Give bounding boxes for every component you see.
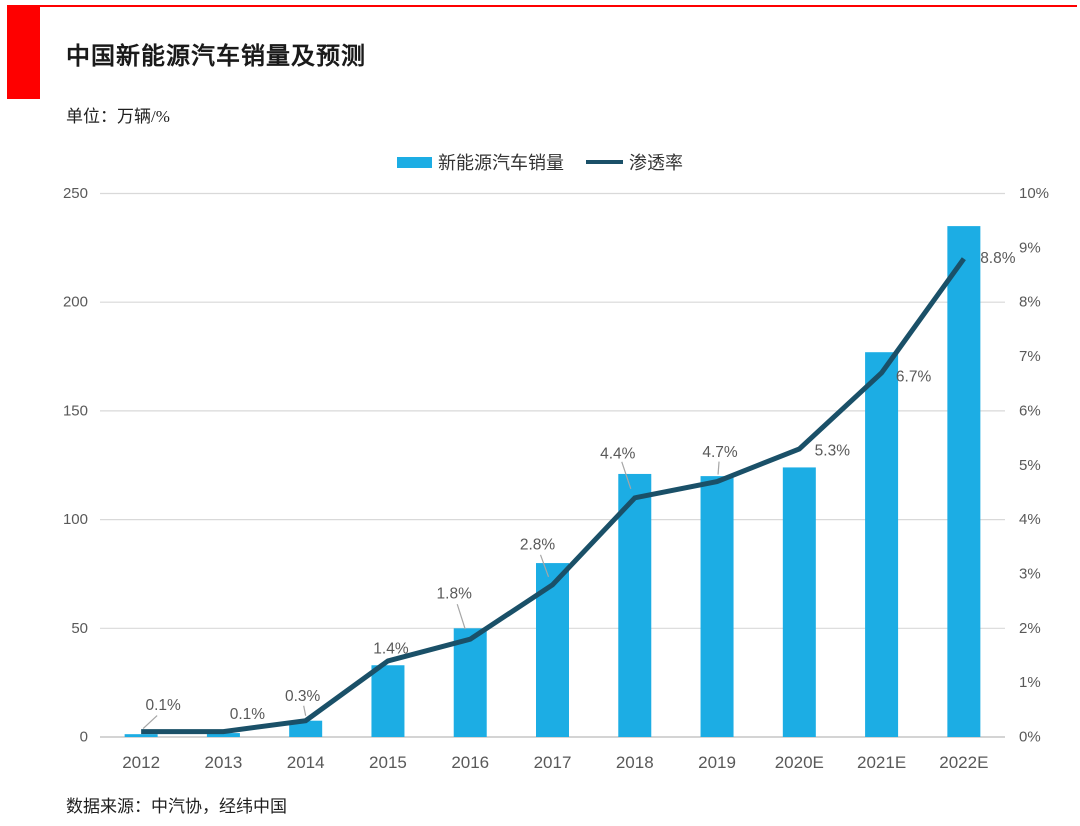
x-axis-category-label: 2021E <box>857 753 906 772</box>
sales-bar <box>371 665 405 737</box>
right-axis-tick-label: 9% <box>1019 239 1041 256</box>
sales-bar <box>618 473 652 737</box>
sales-bar <box>782 467 816 737</box>
left-axis-tick-label: 100 <box>63 511 88 528</box>
x-axis-category-label: 2018 <box>616 753 654 772</box>
bar-series-label: 新能源汽车销量 <box>438 153 564 173</box>
penetration-data-label: 0.3% <box>285 688 321 705</box>
x-axis-category-label: 2022E <box>939 753 988 772</box>
legend-item-penetration: 渗透率 <box>586 149 683 175</box>
sales-bar <box>536 563 569 737</box>
penetration-data-label: 0.1% <box>145 697 181 714</box>
sales-bar <box>206 733 240 737</box>
x-axis-category-label: 2016 <box>451 753 489 772</box>
right-axis-tick-label: 5% <box>1019 457 1041 474</box>
sales-bar <box>289 720 323 737</box>
x-axis-category-label: 2012 <box>122 753 160 772</box>
x-axis-category-label: 2020E <box>775 753 824 772</box>
unit-label: 单位：万辆/% <box>66 107 170 126</box>
left-axis-tick-label: 0 <box>80 729 88 746</box>
right-axis-tick-label: 8% <box>1019 294 1041 311</box>
red-top-rule <box>7 5 1077 7</box>
x-axis-category-label: 2015 <box>369 753 407 772</box>
penetration-data-label: 4.7% <box>702 444 738 461</box>
right-axis-tick-label: 4% <box>1019 511 1041 528</box>
red-accent-block <box>7 6 40 99</box>
line-series-label: 渗透率 <box>629 153 683 173</box>
right-axis-tick-label: 2% <box>1019 620 1041 637</box>
label-leader-line <box>303 705 307 716</box>
penetration-data-label: 1.4% <box>373 640 409 657</box>
label-leader-line <box>717 461 720 475</box>
penetration-data-label: 8.8% <box>980 250 1016 267</box>
sales-bar <box>124 734 158 737</box>
penetration-data-label: 2.8% <box>520 536 556 553</box>
penetration-data-label: 6.7% <box>896 368 932 385</box>
x-axis-category-label: 2017 <box>534 753 572 772</box>
right-axis-tick-label: 3% <box>1019 565 1041 582</box>
line-series-swatch <box>586 160 623 164</box>
label-leader-line <box>539 554 550 578</box>
chart-title: 中国新能源汽车销量及预测 <box>66 43 366 70</box>
bar-series-swatch <box>397 156 432 168</box>
x-axis-category-label: 2013 <box>204 753 242 772</box>
sales-bar <box>700 476 734 737</box>
left-axis-tick-label: 200 <box>63 294 88 311</box>
right-axis-tick-label: 0% <box>1019 729 1041 746</box>
left-axis-tick-label: 250 <box>63 185 88 202</box>
x-axis-category-label: 2014 <box>287 753 325 772</box>
label-leader-line <box>142 715 158 730</box>
legend-item-sales: 新能源汽车销量 <box>397 149 564 175</box>
right-axis-tick-label: 10% <box>1019 185 1049 202</box>
chart-legend: 新能源汽车销量 渗透率 <box>0 149 1080 175</box>
penetration-data-label: 0.1% <box>230 706 266 723</box>
penetration-data-label: 1.8% <box>437 586 473 603</box>
penetration-data-label: 5.3% <box>815 442 851 459</box>
left-axis-tick-label: 150 <box>63 402 88 419</box>
sales-bar <box>865 352 899 737</box>
label-leader-line <box>621 461 632 490</box>
right-axis-tick-label: 6% <box>1019 402 1041 419</box>
sales-bar <box>947 226 981 738</box>
sales-bar <box>453 628 487 737</box>
x-axis-category-label: 2019 <box>698 753 736 772</box>
left-axis-tick-label: 50 <box>71 620 88 637</box>
penetration-line <box>141 257 966 735</box>
right-axis-tick-label: 7% <box>1019 348 1041 365</box>
data-source-label: 数据来源：中汽协，经纬中国 <box>66 797 287 816</box>
right-axis-tick-label: 1% <box>1019 674 1041 691</box>
penetration-data-label: 4.4% <box>600 445 636 462</box>
label-leader-line <box>456 603 466 630</box>
